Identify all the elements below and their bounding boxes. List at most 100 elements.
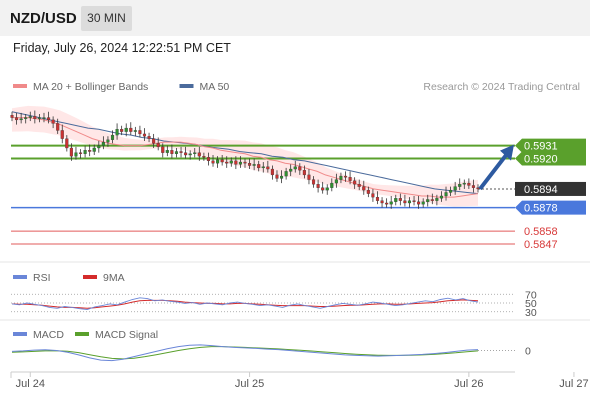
candle-body xyxy=(380,200,384,204)
candle-body xyxy=(138,130,142,135)
candle-body xyxy=(417,201,421,205)
candle-body xyxy=(403,200,407,204)
candle-body xyxy=(316,184,320,188)
legend-label-0: MA 20 + Bollinger Bands xyxy=(33,81,148,93)
candle-body xyxy=(366,189,370,194)
candle-body xyxy=(170,150,174,154)
candle-body xyxy=(375,196,380,201)
candle-body xyxy=(42,117,46,119)
macd-level-label-0: 0 xyxy=(525,346,531,358)
rsi-level-label-2: 30 xyxy=(525,307,537,319)
candle-body xyxy=(83,150,87,154)
candle-body xyxy=(69,147,73,157)
candle-body xyxy=(24,117,28,119)
candle-body xyxy=(430,199,434,201)
candle-body xyxy=(60,130,64,139)
rsi-legend-swatch xyxy=(13,275,27,279)
candle-body xyxy=(334,179,338,184)
candle-body xyxy=(193,152,197,154)
level-label-4: 0.5858 xyxy=(524,226,558,238)
candle-body xyxy=(101,141,105,146)
candle-body xyxy=(78,152,83,154)
last-price-tag xyxy=(515,181,586,196)
macd-legend-label-0: MACD xyxy=(33,329,64,341)
date-label: Friday, July 26, 2024 12:22:51 PM CET xyxy=(13,41,231,55)
x-tick-label-0: Jul 24 xyxy=(16,378,45,390)
candle-body xyxy=(330,182,334,188)
x-axis: Jul 24 Jul 25 Jul 26 Jul 27 xyxy=(10,371,589,390)
candle-body xyxy=(293,166,297,170)
rsi-level-label-1: 50 xyxy=(525,298,537,310)
level-label-2: 0.5894 xyxy=(524,184,558,196)
candle-body xyxy=(270,168,274,176)
candle-body xyxy=(220,159,224,163)
credit-label: Research © 2024 Trading Central xyxy=(423,81,580,93)
resistance-tag xyxy=(515,138,586,153)
candle-body xyxy=(179,151,183,153)
candle-body xyxy=(238,161,242,165)
macd-legend-swatch xyxy=(13,332,27,336)
legend-swatch xyxy=(179,84,194,88)
candle-body xyxy=(15,117,19,121)
candle-body xyxy=(348,177,352,181)
candle-body xyxy=(156,143,160,147)
candle-body xyxy=(37,117,41,119)
candle-body xyxy=(266,166,270,170)
candle-body xyxy=(211,160,215,164)
candle-body xyxy=(421,201,425,205)
legend-label-1: MA 50 xyxy=(200,81,230,93)
level-label-5: 0.5847 xyxy=(524,239,558,251)
candle-body xyxy=(426,199,430,202)
x-tick-label-2: Jul 26 xyxy=(454,378,483,390)
candle-body xyxy=(65,138,69,149)
candle-body xyxy=(248,163,252,166)
macd-signal-line xyxy=(11,346,479,360)
rsi-level-label-0: 70 xyxy=(525,289,537,301)
candle-body xyxy=(471,185,475,188)
forecast-arrow-shaft xyxy=(478,151,510,191)
macd-panel: MACD MACD Signal 0 xyxy=(11,329,531,362)
level-label-0: 0.5931 xyxy=(524,141,558,153)
candle-body xyxy=(371,193,375,198)
candle-body xyxy=(202,156,206,158)
candle-body xyxy=(458,184,462,187)
candle-body xyxy=(289,168,293,172)
ma50-line xyxy=(11,111,479,195)
candle-body xyxy=(234,160,238,165)
macd-line xyxy=(11,344,479,362)
candle-body xyxy=(124,127,128,132)
candle-body xyxy=(275,174,279,179)
candle-body xyxy=(152,138,156,144)
candle-body xyxy=(129,127,133,132)
candle-body xyxy=(147,136,151,139)
timeframe-button[interactable]: 30 MIN xyxy=(81,6,132,31)
candle-body xyxy=(339,175,343,180)
candle-body xyxy=(302,170,306,176)
header-bar: NZD/USD 30 MIN xyxy=(0,0,590,36)
candle-body xyxy=(51,119,55,124)
candle-body xyxy=(97,145,101,149)
candle-body xyxy=(444,192,448,197)
resistance-tag xyxy=(515,151,586,166)
candle-body xyxy=(184,152,188,156)
candle-body xyxy=(343,175,348,178)
candle-body xyxy=(252,164,256,166)
candle-body xyxy=(407,200,412,204)
forecast-arrow-head xyxy=(500,144,514,161)
macd-legend-label-1: MACD Signal xyxy=(95,329,158,341)
candle-body xyxy=(142,133,147,137)
candle-body xyxy=(174,151,179,154)
price-panel: MA 20 + Bollinger Bands MA 50 Research © 2… xyxy=(0,81,590,263)
candle-body xyxy=(28,116,32,118)
x-tick-label-1: Jul 25 xyxy=(235,378,264,390)
bollinger-band xyxy=(12,105,478,207)
level-label-3: 0.5878 xyxy=(524,203,558,215)
candle-body xyxy=(229,160,233,164)
candle-body xyxy=(307,174,311,180)
candle-body xyxy=(462,182,466,185)
rsi-legend-label-1: 9MA xyxy=(103,272,125,284)
candle-body xyxy=(56,123,60,131)
candle-body xyxy=(362,186,366,191)
candle-body xyxy=(110,134,115,140)
x-tick-label-3: Jul 27 xyxy=(559,378,588,390)
